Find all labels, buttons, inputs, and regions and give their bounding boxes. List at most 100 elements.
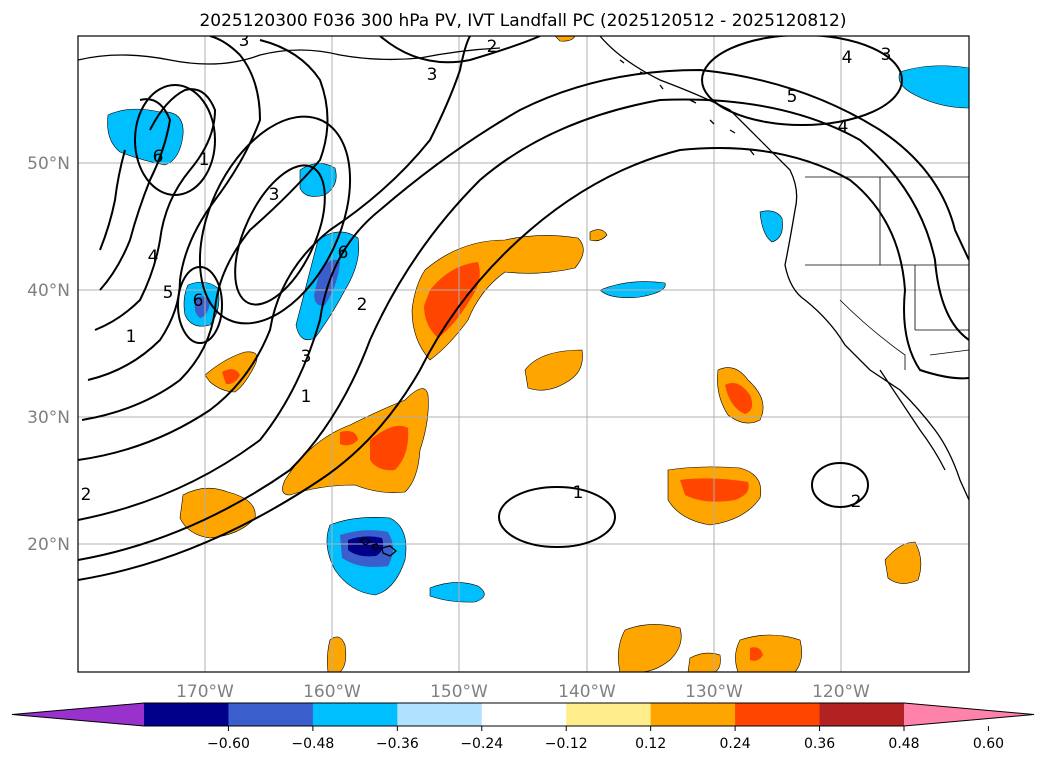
positive-anomaly-region	[735, 634, 802, 672]
contour-ring	[701, 36, 903, 126]
contour-label: 5	[787, 87, 798, 107]
contour-label: 4	[838, 117, 849, 137]
contour-label: 6	[153, 147, 164, 167]
contour-label: 1	[301, 387, 312, 407]
colorbar-segment	[228, 703, 314, 726]
colorbar-tick-label: 0.48	[888, 736, 919, 752]
map-background	[78, 36, 969, 672]
darkest-negative-region	[348, 536, 384, 557]
colorbar-tick-label: 0.12	[635, 736, 666, 752]
contour-label: 2	[851, 492, 862, 512]
longitude-labels: 170°W 160°W 150°W 140°W 130°W 120°W	[176, 682, 870, 702]
colorbar-segment	[397, 703, 483, 726]
colorbar-segment	[566, 703, 652, 726]
lon-label: 130°W	[685, 682, 743, 702]
colorbar-segment	[819, 703, 905, 726]
latitude-labels: 50°N 40°N 30°N 20°N	[27, 154, 70, 555]
contour-ring	[198, 115, 352, 325]
lon-label: 150°W	[430, 682, 488, 702]
hawaii-islands	[358, 537, 398, 557]
contour-ring	[498, 486, 616, 548]
contour-label: 1	[199, 150, 210, 170]
contour-label: 3	[239, 31, 250, 51]
contour-label: 6	[193, 291, 204, 311]
strong-positive-region	[340, 431, 358, 446]
strong-negative-region	[194, 296, 210, 318]
colorbar-tick-label: −0.36	[376, 736, 419, 752]
negative-anomaly-region	[429, 582, 485, 603]
strong-positive-region	[370, 425, 409, 471]
contour-label: 2	[81, 485, 92, 505]
colorbar-tick-label: −0.48	[291, 736, 334, 752]
positive-anomaly-region	[327, 636, 347, 672]
contour-ring	[234, 164, 326, 306]
contour-label-group: 2 3 4 5 4 3 3 6 1 3 6 2 3 1 4 5 6 1 2 1	[81, 31, 892, 512]
positive-anomaly-region	[589, 229, 608, 242]
lon-label: 140°W	[558, 682, 616, 702]
contour-line	[78, 147, 969, 581]
colorbar-tick-label: −0.24	[460, 736, 503, 752]
positive-anomaly-region	[687, 652, 721, 672]
contour-ring	[134, 84, 216, 196]
lon-label: 120°W	[812, 682, 870, 702]
alaska-coastline	[78, 47, 501, 65]
colorbar-segment	[481, 703, 567, 726]
colorbar: −0.60 −0.48 −0.36 −0.24 −0.12 0.12 0.24 0.36 0.4…	[11, 702, 1035, 752]
colorbar-segment	[650, 703, 736, 726]
contour-label: 2	[487, 37, 498, 57]
contour-label: 2	[357, 295, 368, 315]
positive-anomaly-region	[884, 541, 922, 584]
contour-line	[379, 36, 541, 64]
contour-label: 3	[301, 347, 312, 367]
lat-label: 20°N	[27, 535, 70, 555]
contour-line	[78, 68, 969, 521]
lat-label: 40°N	[27, 281, 70, 301]
contour-label: 3	[269, 185, 280, 205]
colorbar-segment	[735, 703, 821, 726]
contour-label: 5	[163, 283, 174, 303]
colorbar-tick-label: 0.36	[804, 736, 835, 752]
contour-line	[78, 98, 969, 561]
colorbar-tick-label: −0.12	[545, 736, 588, 752]
contour-line	[99, 98, 172, 291]
contour-label: 3	[427, 65, 438, 85]
colorbar-extension-low	[12, 703, 144, 726]
contour-line	[81, 39, 329, 421]
colorbar-tick-label: 0.24	[720, 736, 751, 752]
contour-label: 4	[148, 247, 159, 267]
positive-anomaly-region	[411, 235, 584, 361]
negative-anomaly-region	[759, 210, 783, 243]
colorbar-segment	[144, 703, 229, 726]
negative-anomaly-region	[107, 108, 184, 166]
strong-positive-region	[725, 382, 753, 414]
us-state-border	[805, 176, 969, 370]
colorbar-segment	[312, 703, 398, 726]
contour-ring	[811, 462, 869, 508]
gridlines	[78, 36, 969, 672]
positive-anomaly-region	[618, 624, 682, 672]
colorbar-tick-label: 0.60	[973, 736, 1004, 752]
contour-line	[99, 149, 126, 251]
positive-anomaly-region	[524, 349, 583, 391]
map-frame	[77, 35, 970, 673]
strong-positive-region	[750, 647, 763, 661]
baja-coastline	[879, 369, 946, 471]
contour-label: 6	[338, 243, 349, 263]
lon-label: 160°W	[303, 682, 361, 702]
contour-line	[94, 88, 217, 331]
contour-label: 1	[573, 483, 584, 503]
contour-label: 1	[126, 327, 137, 347]
contour-label: 4	[842, 48, 853, 68]
colorbar-outline	[11, 702, 1035, 727]
contour-label: 3	[881, 45, 892, 65]
lat-label: 30°N	[27, 408, 70, 428]
strong-positive-region	[424, 262, 480, 338]
map-panel: 2 3 4 5 4 3 3 6 1 3 6 2 3 1 4 5 6 1 2 1	[77, 31, 970, 673]
contour-line	[87, 36, 262, 381]
figure-title: 2025120300 F036 300 hPa PV, IVT Landfall…	[199, 11, 846, 31]
lon-label: 170°W	[176, 682, 234, 702]
strong-positive-region	[222, 369, 240, 385]
contour-lines	[78, 36, 969, 581]
contour-ring	[177, 266, 223, 344]
